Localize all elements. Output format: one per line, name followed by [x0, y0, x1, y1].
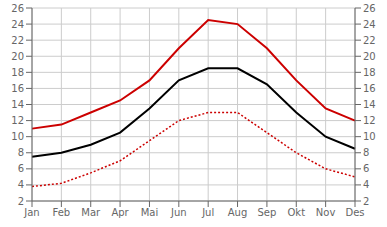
svg-text:Jul: Jul	[201, 207, 214, 218]
svg-text:22: 22	[363, 35, 376, 46]
svg-text:8: 8	[18, 147, 24, 158]
svg-text:10: 10	[11, 131, 24, 142]
svg-text:26: 26	[363, 3, 376, 14]
svg-text:Apr: Apr	[111, 207, 129, 218]
svg-text:10: 10	[363, 131, 376, 142]
svg-text:Des: Des	[345, 207, 364, 218]
svg-text:4: 4	[363, 179, 369, 190]
svg-text:Nov: Nov	[316, 207, 336, 218]
svg-text:6: 6	[363, 163, 369, 174]
svg-text:2: 2	[363, 196, 369, 207]
svg-text:24: 24	[11, 19, 24, 30]
svg-text:Feb: Feb	[53, 207, 71, 218]
svg-text:22: 22	[11, 35, 24, 46]
svg-text:16: 16	[11, 83, 24, 94]
svg-text:12: 12	[11, 115, 24, 126]
svg-text:2: 2	[18, 196, 24, 207]
svg-text:12: 12	[363, 115, 376, 126]
svg-text:24: 24	[363, 19, 376, 30]
svg-text:4: 4	[18, 179, 24, 190]
svg-text:Okt: Okt	[287, 207, 305, 218]
svg-text:6: 6	[18, 163, 24, 174]
svg-text:Jan: Jan	[23, 207, 39, 218]
svg-text:26: 26	[11, 3, 24, 14]
svg-text:14: 14	[363, 99, 376, 110]
svg-text:Jun: Jun	[170, 207, 187, 218]
svg-text:Sep: Sep	[257, 207, 276, 218]
svg-text:Mar: Mar	[81, 207, 101, 218]
svg-text:20: 20	[363, 51, 376, 62]
svg-text:Aug: Aug	[228, 207, 248, 218]
svg-text:8: 8	[363, 147, 369, 158]
svg-text:18: 18	[11, 67, 24, 78]
svg-text:20: 20	[11, 51, 24, 62]
svg-text:Mai: Mai	[141, 207, 159, 218]
svg-text:16: 16	[363, 83, 376, 94]
svg-text:14: 14	[11, 99, 24, 110]
svg-text:18: 18	[363, 67, 376, 78]
